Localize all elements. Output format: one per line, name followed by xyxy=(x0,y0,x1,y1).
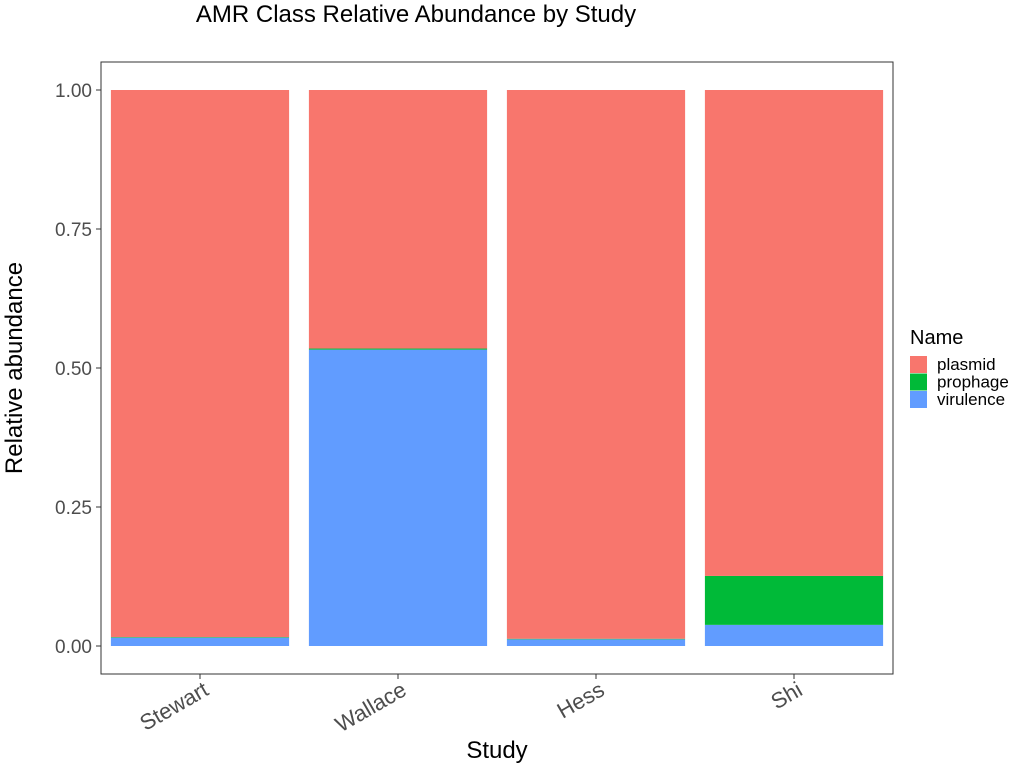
x-axis-title: Study xyxy=(466,737,527,764)
bar-stewart-virulence xyxy=(110,637,290,646)
x-axis: Stewart Wallace Hess Shi xyxy=(135,674,807,737)
bar-wallace-prophage xyxy=(308,348,488,350)
x-tick-label-wallace: Wallace xyxy=(331,677,411,737)
y-tick-label: 1.00 xyxy=(55,81,92,102)
bar-wallace-virulence xyxy=(308,349,488,646)
legend-key-plasmid xyxy=(910,356,927,373)
y-tick-label: 0.75 xyxy=(55,220,92,241)
x-tick-label-stewart: Stewart xyxy=(135,677,212,736)
y-axis-title: Relative abundance xyxy=(1,262,28,474)
bar-hess-virulence xyxy=(506,639,686,646)
bar-stewart-prophage xyxy=(110,637,290,638)
legend-key-virulence xyxy=(910,391,927,408)
legend-label-prophage: prophage xyxy=(937,373,1009,392)
y-axis: 0.00 0.25 0.50 0.75 1.00 xyxy=(55,81,101,658)
y-tick-label: 0.25 xyxy=(55,498,92,519)
y-tick-label: 0.00 xyxy=(55,637,92,658)
chart-title: AMR Class Relative Abundance by Study xyxy=(196,1,636,28)
x-tick-label-hess: Hess xyxy=(553,677,609,724)
bar-wallace-plasmid xyxy=(308,90,488,349)
legend-title: Name xyxy=(910,327,963,349)
bar-hess-plasmid xyxy=(506,90,686,639)
bar-shi-prophage xyxy=(704,575,884,625)
y-tick-label: 0.50 xyxy=(55,359,92,380)
legend-label-plasmid: plasmid xyxy=(937,355,996,374)
bars-group xyxy=(110,90,884,646)
x-tick-label-shi: Shi xyxy=(766,677,806,715)
bar-shi-plasmid xyxy=(704,90,884,576)
legend-label-virulence: virulence xyxy=(937,390,1005,409)
bar-stewart-plasmid xyxy=(110,90,290,638)
bar-hess-prophage xyxy=(506,638,686,640)
bar-shi-virulence xyxy=(704,624,884,646)
legend-key-prophage xyxy=(910,373,927,391)
